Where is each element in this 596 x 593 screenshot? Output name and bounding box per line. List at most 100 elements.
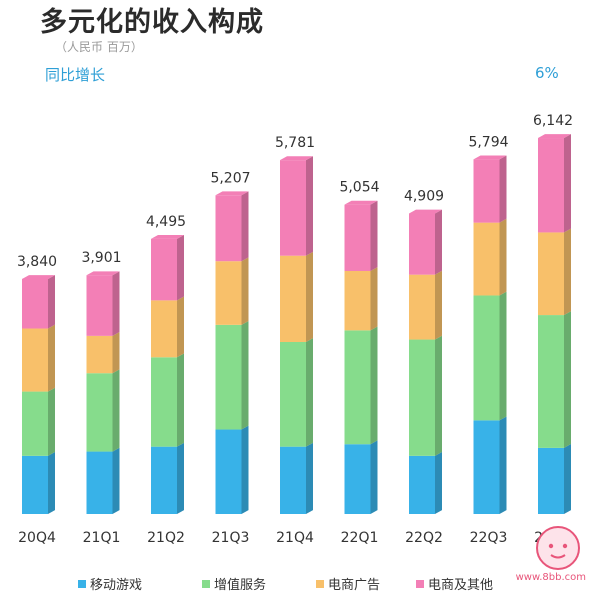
bar-segment [473,222,500,296]
bar-side [177,442,184,514]
bar-segment [280,255,306,342]
bar-side [177,296,184,358]
bar-segment [86,373,113,452]
x-tick-label: 22Q1 [341,530,379,546]
total-label: 5,054 [339,180,379,196]
bar-side [370,326,378,445]
total-label: 4,495 [146,214,186,230]
bar-segment [151,446,177,514]
stacked-bar-chart: 3,840 20Q4 3,901 21Q1 4,495 21Q2 5,207 21Q3 5,78… [17,113,573,546]
bar-segment [538,232,564,316]
bar-top [151,235,184,239]
legend: 移动游戏 增值服务 电商广告 电商及其他 [0,574,596,593]
bar-side [499,416,507,514]
bar-segment [409,455,435,514]
bar-side [306,156,313,256]
bar-side [112,447,120,514]
bar-segment [409,274,435,340]
x-tick-label: 22Q2 [405,530,443,546]
bar-segment [215,429,242,514]
bar-segment [409,213,435,275]
bar-segment [473,420,500,514]
bar-segment [344,330,371,445]
bar-side [241,257,249,325]
bar-segment [344,204,371,271]
bar-segment [215,324,242,430]
watermark-logo-icon [536,526,580,570]
bar-side [112,369,120,452]
bar-segment [151,300,177,358]
bar-side [370,200,378,271]
chart-title: 多元化的收入构成 [40,7,264,38]
bar-side [435,209,442,275]
bar-segment [280,341,306,447]
legend-label: 移动游戏 [90,578,143,593]
yoy-value: 6% [535,64,559,82]
bar-segment [473,159,500,223]
unit-label: （人民币 百万） [55,40,143,54]
total-label: 3,840 [17,254,57,270]
bar-side [499,218,507,296]
bar-side [435,451,442,514]
bar-side [564,444,571,514]
legend-label: 电商及其他 [428,578,494,593]
bar-top [538,134,571,139]
bar-side [564,228,571,316]
total-label: 5,781 [275,135,315,151]
bar-side [370,267,378,331]
bar-side [435,335,442,456]
legend-swatch [416,579,424,588]
total-label: 4,909 [404,189,444,205]
bar-side [112,332,120,374]
bar-side [177,353,184,447]
bar-segment [22,328,48,392]
bar-top [409,209,442,214]
legend-item-ecommerce: 电商及其他 [416,574,493,593]
bar-segment [344,270,371,331]
total-label: 5,207 [210,170,250,186]
bar-side [48,324,55,392]
bar-side [48,451,55,514]
bar-segment [86,451,113,514]
bar-segment [538,315,564,448]
bar-segment [280,446,306,514]
bar-top [473,155,507,160]
bar-segment [86,335,113,374]
bar-segment [409,339,435,456]
x-tick-label: 21Q2 [147,530,185,546]
bar-segment [22,455,48,514]
bar-side [499,155,507,223]
total-label: 6,142 [533,113,573,129]
bar-segment [280,160,306,256]
bar-segment [344,444,371,514]
x-tick-label: 21Q1 [83,530,121,546]
legend-item-mobile-games: 移动游戏 [78,574,142,593]
legend-swatch [316,579,324,588]
bar-segment [86,275,113,336]
bar-side [177,235,184,301]
bar-top [280,156,313,161]
bar-side [435,270,442,340]
bar-top [215,191,249,196]
total-label: 3,901 [81,250,121,266]
bar-side [499,291,507,421]
x-tick-label: 20Q4 [18,530,56,546]
x-tick-label: 21Q3 [212,530,250,546]
bar-segment [22,278,48,329]
bar-segment [215,195,242,262]
bar-side [306,442,313,514]
bar-side [306,251,313,342]
legend-item-value-added: 增值服务 [202,574,266,593]
bar-segment [473,295,500,421]
bar-top [22,275,55,279]
bar-side [241,425,249,514]
legend-swatch [78,579,86,588]
bar-segment [215,261,242,325]
bar-segment [151,357,177,447]
bar-segment [151,238,177,301]
watermark-site: www.8bb.com [515,572,586,583]
bar-top [86,271,120,276]
legend-label: 增值服务 [214,578,267,593]
bar-segment [538,138,564,233]
bar-segment [22,391,48,456]
